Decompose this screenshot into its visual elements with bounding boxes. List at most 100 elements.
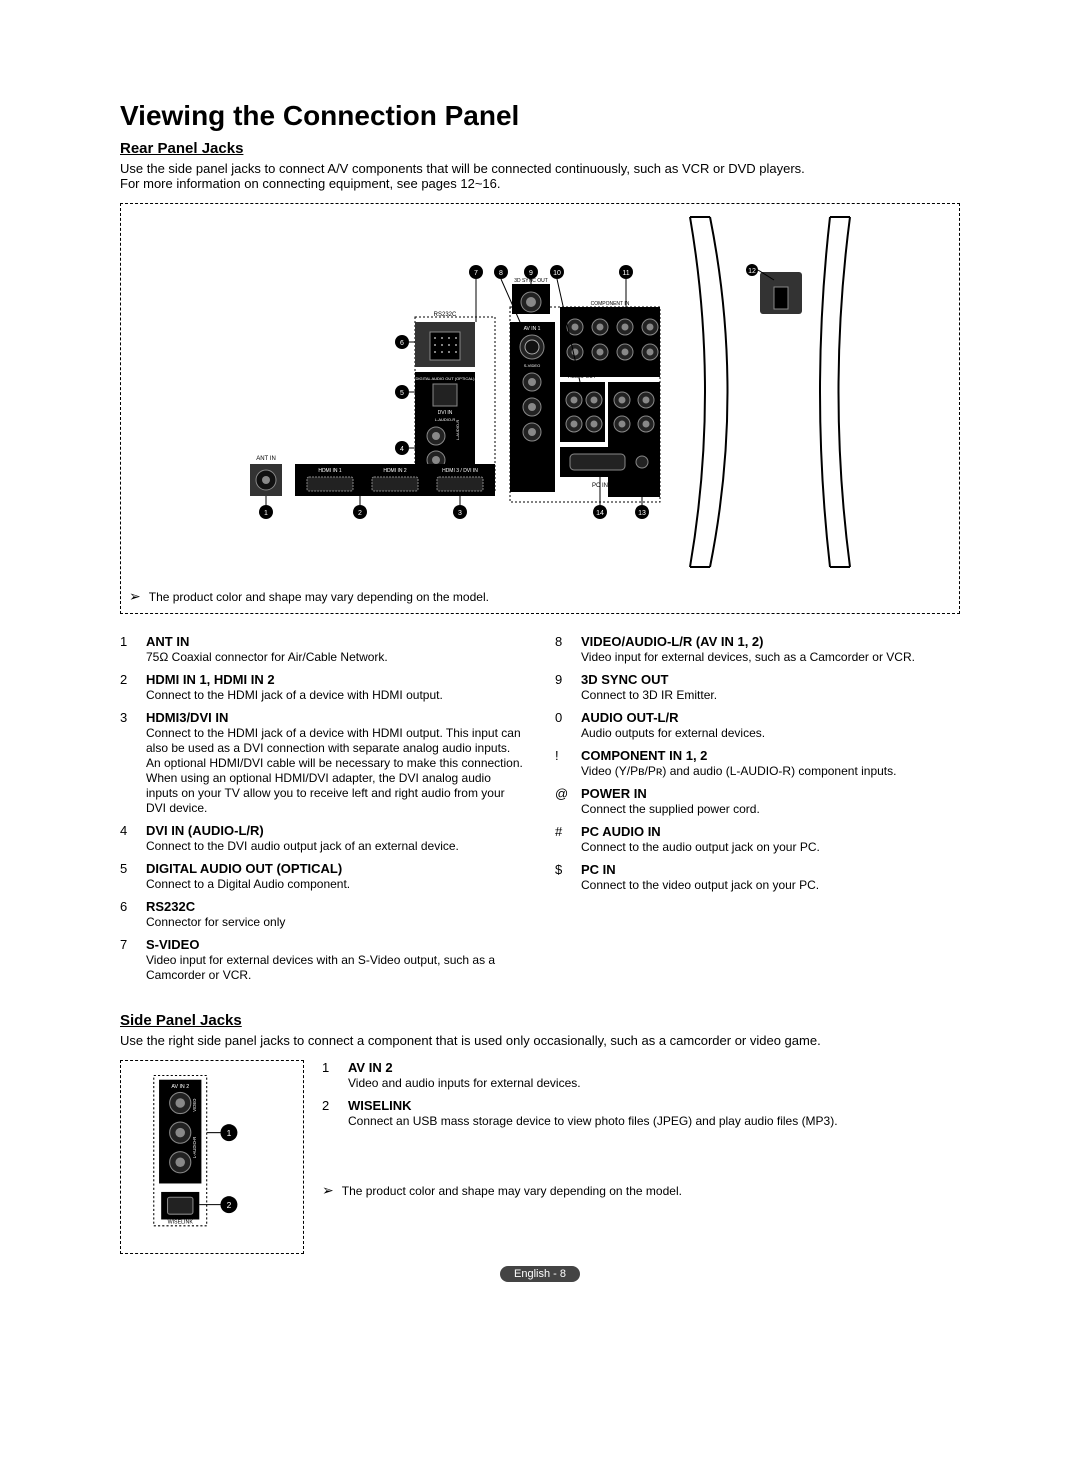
- item-desc: Connect to a Digital Audio component.: [146, 877, 350, 891]
- svg-text:ANT IN: ANT IN: [256, 456, 276, 462]
- item-title: POWER IN: [581, 786, 647, 801]
- item-desc: Video (Y/Pʙ/Pʀ) and audio (L-AUDIO-R) co…: [581, 764, 896, 778]
- svg-text:COMPONENT IN: COMPONENT IN: [591, 301, 630, 307]
- item-title: PC IN: [581, 862, 616, 877]
- item-title: DVI IN (AUDIO-L/R): [146, 823, 264, 838]
- svg-text:2: 2: [227, 1200, 232, 1210]
- svg-text:DIGITAL AUDIO OUT (OPTICAL): DIGITAL AUDIO OUT (OPTICAL): [415, 376, 475, 381]
- svg-text:HDMI IN 1: HDMI IN 1: [318, 468, 342, 474]
- svg-text:3: 3: [458, 510, 462, 517]
- svg-text:RS232C: RS232C: [434, 312, 457, 318]
- item-title: HDMI IN 1, HDMI IN 2: [146, 672, 275, 687]
- item-desc: Connect an USB mass storage device to vi…: [348, 1114, 838, 1128]
- side-heading: Side Panel Jacks: [120, 1012, 960, 1029]
- item-num: 2: [120, 672, 136, 702]
- list-item: 4DVI IN (AUDIO-L/R)Connect to the DVI au…: [120, 823, 525, 853]
- list-item: 7S-VIDEOVideo input for external devices…: [120, 937, 525, 982]
- item-desc: Connect to the DVI audio output jack of …: [146, 839, 459, 853]
- item-desc: 75Ω Coaxial connector for Air/Cable Netw…: [146, 650, 388, 664]
- list-item: 0 AUDIO OUT-L/RAudio outputs for external…: [555, 710, 960, 740]
- rear-heading: Rear Panel Jacks: [120, 140, 960, 157]
- item-desc: Audio outputs for external devices.: [581, 726, 765, 740]
- item-num: 3: [120, 710, 136, 815]
- svg-text:9: 9: [529, 270, 533, 277]
- side-diagram-box: AV IN 2 VIDEO L-AUDIO-R WISELINK 1 2: [120, 1060, 304, 1254]
- item-num: 8: [555, 634, 571, 664]
- svg-text:HDMI IN 2: HDMI IN 2: [383, 468, 407, 474]
- svg-text:L-AUDIO-R: L-AUDIO-R: [435, 417, 456, 422]
- svg-text:L-AUDIO-R: L-AUDIO-R: [192, 1137, 197, 1159]
- svg-text:14: 14: [596, 510, 604, 517]
- item-title: WISELINK: [348, 1098, 412, 1113]
- item-title: S-VIDEO: [146, 937, 199, 952]
- list-item: ! COMPONENT IN 1, 2Video (Y/Pʙ/Pʀ) and au…: [555, 748, 960, 778]
- page-footer: English - 8: [500, 1266, 580, 1282]
- list-item: 6 RS232CConnector for service only: [120, 899, 525, 929]
- side-intro: Use the right side panel jacks to connec…: [120, 1033, 960, 1048]
- item-title: VIDEO/AUDIO-L/R (AV IN 1, 2): [581, 634, 764, 649]
- item-desc: Video input for external devices with an…: [146, 953, 495, 982]
- list-item: 3 HDMI3/DVI INConnect to the HDMI jack of…: [120, 710, 525, 815]
- svg-text:8: 8: [499, 270, 503, 277]
- svg-text:S-VIDEO: S-VIDEO: [524, 363, 540, 368]
- item-title: PC AUDIO IN: [581, 824, 661, 839]
- rear-right-col: 8 VIDEO/AUDIO-L/R (AV IN 1, 2)Video input…: [555, 634, 960, 990]
- item-num: 0: [555, 710, 571, 740]
- item-num: @: [555, 786, 571, 816]
- item-title: RS232C: [146, 899, 195, 914]
- note-arrow-icon: ➢: [129, 588, 141, 605]
- svg-text:11: 11: [622, 270, 629, 277]
- item-desc: Video and audio inputs for external devi…: [348, 1076, 581, 1090]
- svg-text:HDMI 3 / DVI IN: HDMI 3 / DVI IN: [442, 468, 478, 474]
- item-desc: Connect to the HDMI jack of a device wit…: [146, 688, 443, 702]
- svg-text:12: 12: [748, 268, 756, 275]
- rear-intro: Use the side panel jacks to connect A/V …: [120, 161, 960, 191]
- svg-text:2: 2: [358, 510, 362, 517]
- item-desc: Connect to the video output jack on your…: [581, 878, 819, 892]
- item-num: #: [555, 824, 571, 854]
- item-desc: Connector for service only: [146, 915, 285, 929]
- rear-left-col: 1 ANT IN75Ω Coaxial connector for Air/Cab…: [120, 634, 525, 990]
- svg-text:AV IN 2: AV IN 2: [171, 1084, 189, 1090]
- list-item: $ PC INConnect to the video output jack o…: [555, 862, 960, 892]
- item-desc: Connect to 3D IR Emitter.: [581, 688, 717, 702]
- svg-text:L-AUDIO-R: L-AUDIO-R: [455, 420, 460, 441]
- item-desc: Video input for external devices, such a…: [581, 650, 915, 664]
- svg-text:DVI IN: DVI IN: [438, 410, 453, 416]
- rear-diagram-box: 12 RS232C: [120, 203, 960, 614]
- svg-text:10: 10: [553, 270, 561, 277]
- list-item: 2 WISELINKConnect an USB mass storage dev…: [322, 1098, 960, 1128]
- svg-text:AV IN 1: AV IN 1: [524, 326, 541, 332]
- item-title: AV IN 2: [348, 1060, 393, 1075]
- list-item: 2 HDMI IN 1, HDMI IN 2Connect to the HDMI…: [120, 672, 525, 702]
- rear-note: The product color and shape may vary dep…: [149, 590, 489, 604]
- list-item: 5DIGITAL AUDIO OUT (OPTICAL)Connect to a…: [120, 861, 525, 891]
- item-num: $: [555, 862, 571, 892]
- item-title: HDMI3/DVI IN: [146, 710, 228, 725]
- list-item: 1AV IN 2Video and audio inputs for exter…: [322, 1060, 960, 1090]
- item-desc: Connect to the HDMI jack of a device wit…: [146, 726, 523, 815]
- svg-text:13: 13: [638, 510, 646, 517]
- list-item: 8 VIDEO/AUDIO-L/R (AV IN 1, 2)Video input…: [555, 634, 960, 664]
- svg-text:1: 1: [264, 510, 268, 517]
- power-in-icon: 12: [746, 264, 802, 314]
- item-num: !: [555, 748, 571, 778]
- side-note: The product color and shape may vary dep…: [342, 1184, 682, 1198]
- item-num: 9: [555, 672, 571, 702]
- item-title: AUDIO OUT-L/R: [581, 710, 679, 725]
- list-item: 93D SYNC OUTConnect to 3D IR Emitter.: [555, 672, 960, 702]
- item-title: ANT IN: [146, 634, 189, 649]
- page-title: Viewing the Connection Panel: [120, 100, 960, 132]
- item-num: 6: [120, 899, 136, 929]
- svg-text:5: 5: [400, 390, 404, 397]
- item-title: COMPONENT IN 1, 2: [581, 748, 707, 763]
- svg-text:4: 4: [400, 446, 404, 453]
- list-item: @POWER INConnect the supplied power cord…: [555, 786, 960, 816]
- item-desc: Connect to the audio output jack on your…: [581, 840, 820, 854]
- svg-text:7: 7: [474, 270, 478, 277]
- item-num: 1: [120, 634, 136, 664]
- svg-text:6: 6: [400, 340, 404, 347]
- svg-text:1: 1: [227, 1128, 232, 1138]
- item-title: DIGITAL AUDIO OUT (OPTICAL): [146, 861, 342, 876]
- item-num: 2: [322, 1098, 338, 1128]
